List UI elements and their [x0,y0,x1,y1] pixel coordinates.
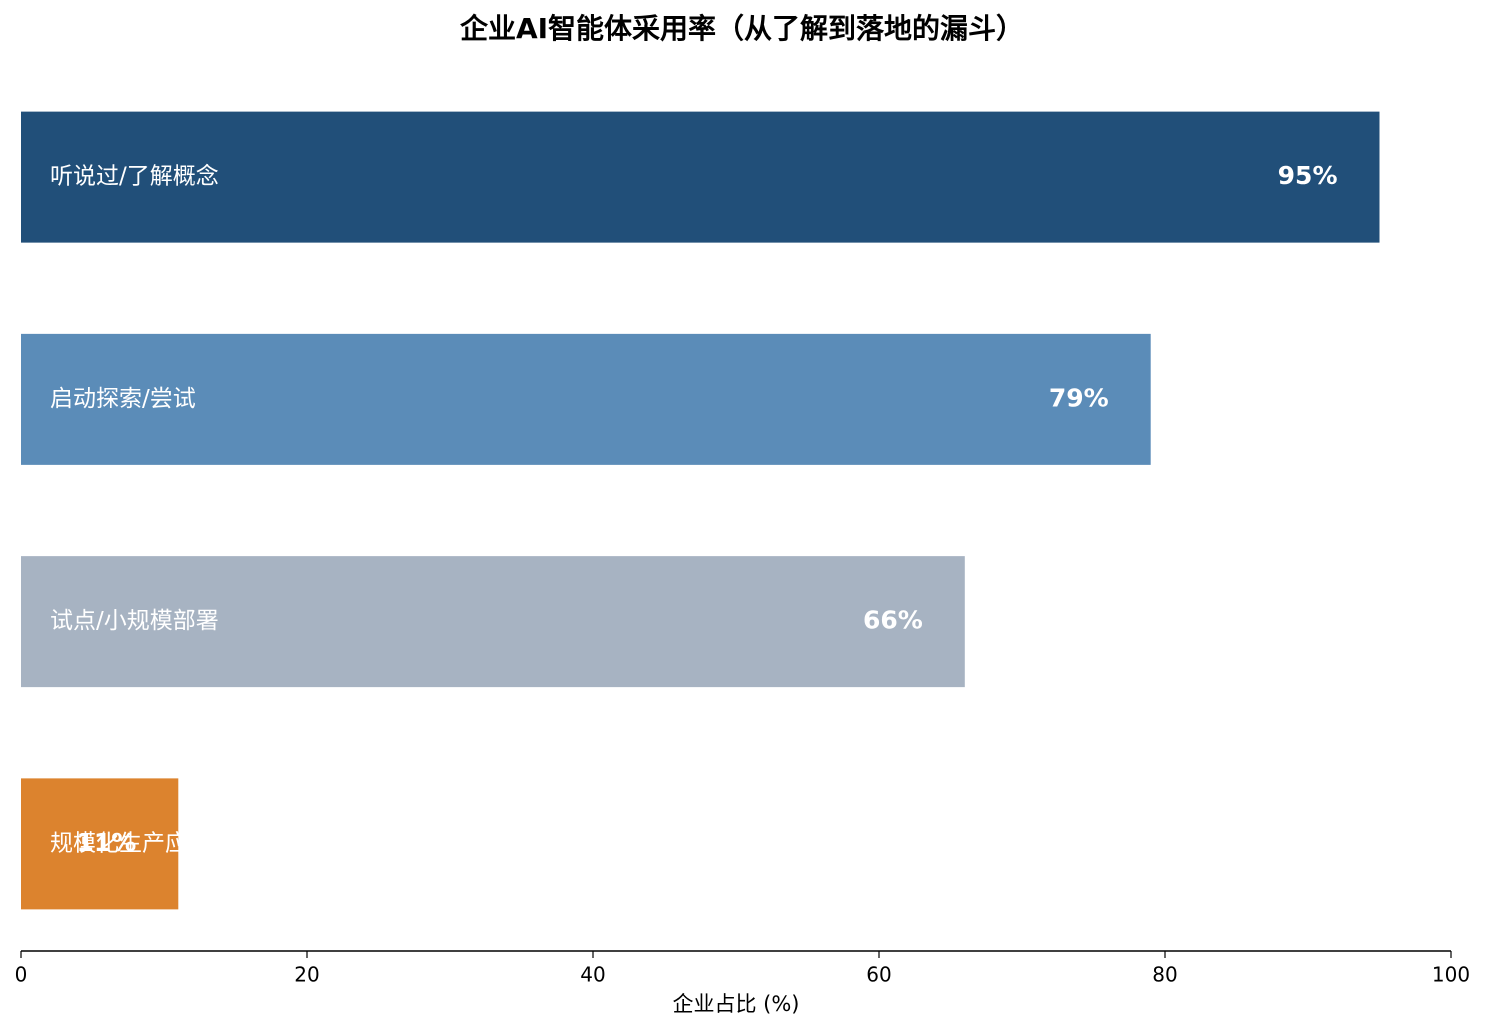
category-label: 试点/小规模部署 [50,608,219,634]
bar [21,556,965,688]
x-tick-label: 60 [866,963,891,987]
value-label: 79% [1049,383,1109,412]
chart-title: 企业AI智能体采用率（从了解到落地的漏斗） [460,12,1024,45]
x-axis-label: 企业占比 (%) [672,992,799,1016]
x-tick-label: 0 [15,963,28,987]
value-label: 11% [76,828,136,857]
x-tick-label: 20 [294,963,319,987]
category-label: 启动探索/尝试 [50,386,196,412]
x-tick-label: 40 [580,963,605,987]
category-label: 听说过/了解概念 [50,164,219,190]
category-label: 规模化生产应用 [50,830,211,856]
value-label: 95% [1278,161,1338,190]
x-tick-label: 100 [1432,963,1470,987]
bar [21,333,1151,465]
bar [21,778,179,910]
bar [21,111,1380,243]
x-tick-label: 80 [1152,963,1177,987]
value-label: 66% [863,606,923,635]
